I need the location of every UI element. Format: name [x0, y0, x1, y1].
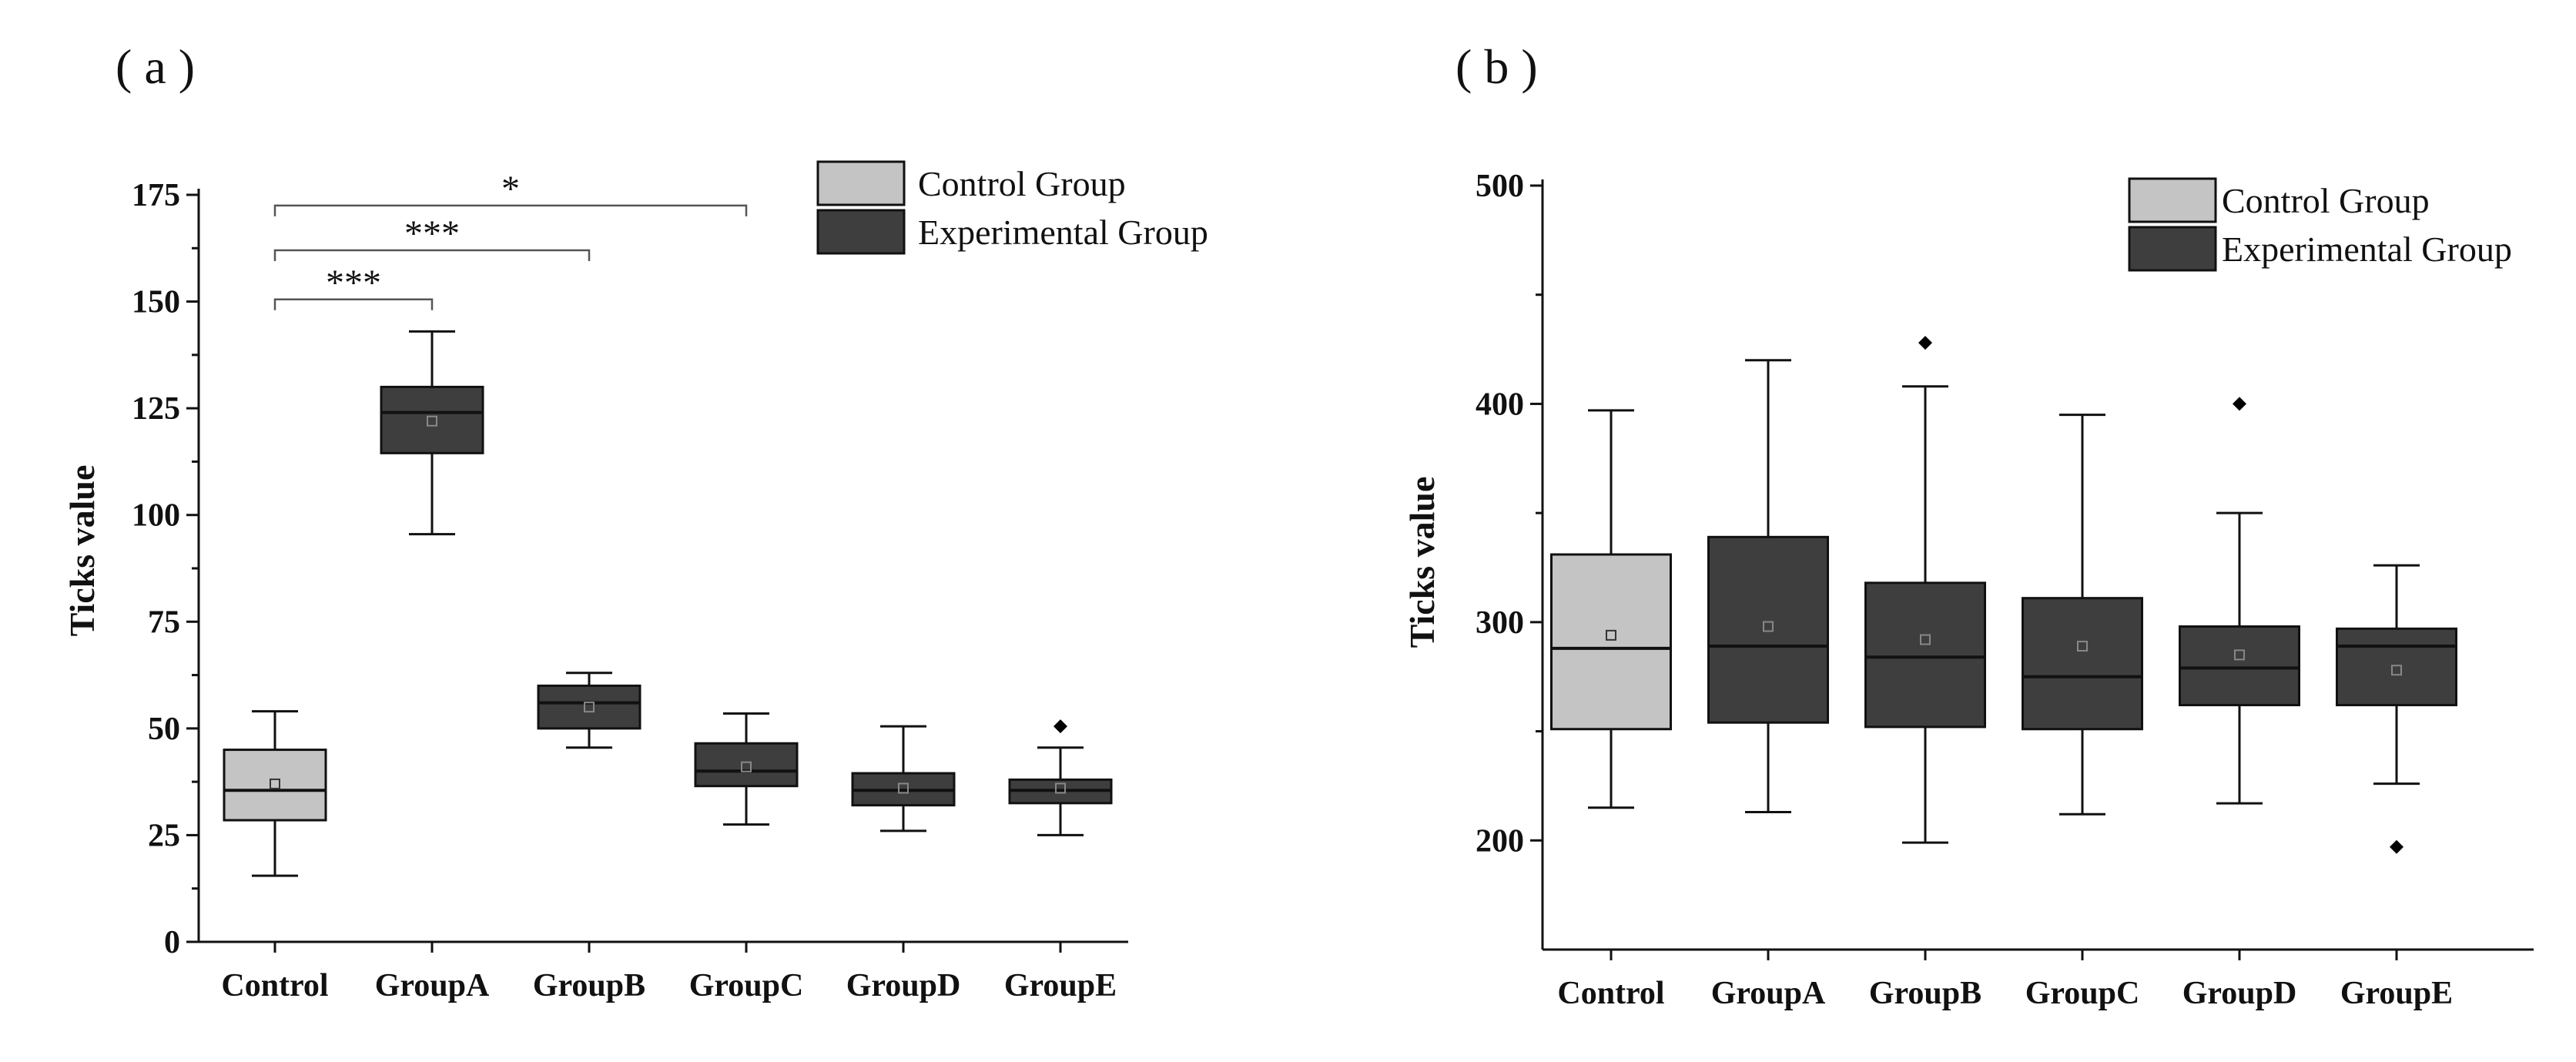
panel-b-label: ( b ) — [1455, 39, 1538, 94]
panel-b-boxes — [1550, 336, 2457, 854]
bracket-line — [273, 249, 591, 262]
box-groupc — [2022, 414, 2143, 816]
x-tick-label-groupa: GroupA — [1711, 976, 1826, 1011]
outlier-point — [1054, 719, 1067, 734]
x-tick-label-control: Control — [221, 968, 328, 1003]
panel-b-legend-label-control: Control Group — [2222, 181, 2430, 220]
panel-a-legend-swatch-control — [816, 160, 906, 206]
box-control — [1550, 409, 1672, 809]
panel-a-legend: Control Group Experimental Group — [816, 160, 1208, 255]
mean-marker — [1606, 629, 1616, 641]
mean-marker — [2077, 641, 2088, 652]
mean-marker — [584, 702, 595, 713]
panel-b: ( b ) Ticks value 200 300 400 500 Control Gro… — [1402, 39, 2534, 1011]
iqr-box — [380, 385, 484, 454]
x-tick-label-groupc: GroupC — [2025, 976, 2140, 1011]
outlier-point — [1918, 336, 1932, 350]
iqr-box — [1550, 553, 1672, 731]
box-groupe — [2336, 564, 2457, 854]
iqr-box — [1707, 535, 1829, 724]
x-tick-label-groupd: GroupD — [2182, 976, 2297, 1011]
y-tick-label: 0 — [164, 925, 180, 960]
iqr-box — [2179, 625, 2300, 707]
y-tick-label: 150 — [132, 285, 180, 320]
y-tick-label: 300 — [1476, 605, 1524, 641]
panel-a-legend-label-control: Control Group — [918, 164, 1126, 203]
mean-marker — [270, 778, 280, 789]
panel-b-legend-label-experimental: Experimental Group — [2222, 229, 2512, 269]
outlier-point — [2233, 397, 2246, 411]
panel-b-axes: 200 300 400 500 Control GroupA GroupB GroupC Gro… — [1476, 169, 2534, 1011]
iqr-box — [2022, 597, 2143, 731]
panel-b-legend-swatch-control — [2128, 177, 2217, 223]
panel-b-y-axis-title: Ticks value — [1402, 477, 1442, 648]
bracket-line — [273, 298, 434, 310]
x-tick-label-groupc: GroupC — [689, 968, 804, 1003]
iqr-box — [1864, 581, 1986, 729]
iqr-box — [2336, 627, 2457, 707]
significance-bracket: * — [273, 169, 748, 216]
y-tick-label: 175 — [132, 178, 180, 213]
x-tick-label-control: Control — [1557, 976, 1664, 1011]
panel-b-legend-swatch-experimental — [2128, 226, 2217, 272]
box-control — [223, 710, 327, 877]
x-tick-label-groupe: GroupE — [2340, 976, 2453, 1011]
outlier-point — [2390, 839, 2403, 854]
mean-marker — [898, 782, 909, 794]
significance-label: *** — [326, 263, 381, 303]
box-groupb — [1864, 336, 1986, 844]
y-tick-label: 125 — [132, 391, 180, 427]
x-tick-label-groupa: GroupA — [375, 968, 490, 1003]
x-tick-label-groupe: GroupE — [1004, 968, 1117, 1003]
x-tick-label-groupd: GroupD — [846, 968, 961, 1003]
mean-marker — [741, 761, 752, 772]
y-tick-label: 100 — [132, 498, 180, 534]
box-groupa — [380, 330, 484, 536]
box-groupc — [694, 712, 799, 826]
bracket-line — [273, 204, 748, 216]
box-groupd — [2179, 397, 2300, 805]
iqr-box — [537, 684, 641, 730]
significance-label: * — [501, 169, 520, 209]
panel-a-legend-label-experimental: Experimental Group — [918, 213, 1208, 252]
mean-marker — [1055, 782, 1066, 794]
x-tick-label-groupb: GroupB — [533, 968, 645, 1003]
panel-a-significance-brackets: ******* — [273, 169, 748, 310]
y-tick-label: 25 — [148, 818, 180, 853]
y-tick-label: 200 — [1476, 823, 1524, 859]
mean-marker — [2234, 649, 2245, 661]
significance-bracket: *** — [273, 263, 434, 310]
significance-label: *** — [404, 213, 460, 254]
panel-a-legend-swatch-experimental — [816, 209, 906, 255]
mean-marker — [1763, 621, 1774, 632]
y-tick-label: 500 — [1476, 169, 1524, 204]
panel-b-legend: Control Group Experimental Group — [2128, 177, 2512, 272]
panel-a-boxes — [223, 330, 1113, 877]
panel-a-y-axis-title: Ticks value — [62, 465, 102, 637]
box-groupa — [1707, 359, 1829, 813]
mean-marker — [427, 415, 437, 427]
y-tick-label: 50 — [148, 712, 180, 747]
box-groupb — [537, 672, 641, 749]
y-tick-label: 75 — [148, 605, 180, 640]
iqr-box — [223, 749, 327, 822]
mean-marker — [1920, 634, 1931, 645]
x-tick-label-groupb: GroupB — [1869, 976, 1981, 1011]
box-groupd — [851, 725, 956, 833]
y-tick-label: 400 — [1476, 387, 1524, 422]
mean-marker — [2391, 665, 2402, 676]
panel-a: ( a ) Ticks value 0 25 50 75 100 125 150 175 Con… — [62, 39, 1208, 1003]
panel-a-axes: 0 25 50 75 100 125 150 175 Control GroupA GroupB Gr… — [132, 178, 1128, 1003]
significance-bracket: *** — [273, 213, 591, 262]
panel-a-label: ( a ) — [116, 39, 195, 94]
iqr-box — [694, 742, 799, 788]
box-groupe — [1008, 719, 1113, 836]
